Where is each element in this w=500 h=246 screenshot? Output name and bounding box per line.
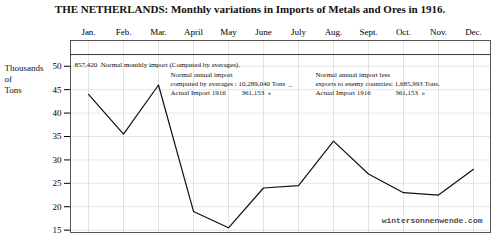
svg-text:Feb.: Feb.: [116, 27, 132, 37]
svg-text:Dec.: Dec.: [465, 27, 482, 37]
svg-text:July: July: [291, 27, 307, 37]
svg-text:Normal annual import less: Normal annual import less: [316, 71, 391, 79]
svg-text:Tons: Tons: [5, 85, 23, 95]
svg-text:Sept.: Sept.: [359, 27, 377, 37]
svg-text:Actual Import 1916 361: Actual Import 1916 361,153 »: [171, 89, 272, 97]
svg-text:Nov.: Nov.: [430, 27, 447, 37]
svg-text:Actual Import 1916: Actual Import 1916 361,153 »: [316, 89, 426, 97]
svg-text:50: 50: [53, 61, 63, 71]
svg-text:wintersonnenwende.com: wintersonnenwende.com: [382, 216, 483, 225]
svg-text:30: 30: [53, 155, 63, 165]
svg-text:Oct.: Oct.: [396, 27, 411, 37]
svg-text:45: 45: [53, 85, 63, 95]
svg-text:computed by averages : 10,289,: computed by averages : 10,289,040 Tons _: [171, 80, 293, 88]
html-text:THE NETHERLANDS: Monthly varia: THE NETHERLANDS: Monthly variations in I…: [54, 3, 446, 15]
svg-text:of: of: [5, 74, 13, 84]
svg-text:Aug.: Aug.: [325, 27, 343, 37]
svg-text:Normal annual import: Normal annual import: [171, 71, 233, 79]
svg-text:April: April: [184, 27, 203, 37]
svg-text:25: 25: [53, 178, 63, 188]
svg-text:June: June: [255, 27, 272, 37]
svg-text:Jan.: Jan.: [81, 27, 95, 37]
svg-text:May: May: [220, 27, 237, 37]
svg-text:Mar.: Mar.: [150, 27, 167, 37]
svg-text:exports to enemy countries: 1,: exports to enemy countries: 1,685,993 To…: [316, 80, 440, 88]
svg-text:40: 40: [53, 108, 63, 118]
svg-text:Thousands: Thousands: [5, 63, 44, 73]
svg-text:35: 35: [53, 131, 63, 141]
svg-text:857,420 Normal monthly import: 857,420 Normal monthly import (Computed …: [75, 61, 241, 69]
svg-text:15: 15: [53, 225, 63, 235]
svg-text:20: 20: [53, 202, 63, 212]
